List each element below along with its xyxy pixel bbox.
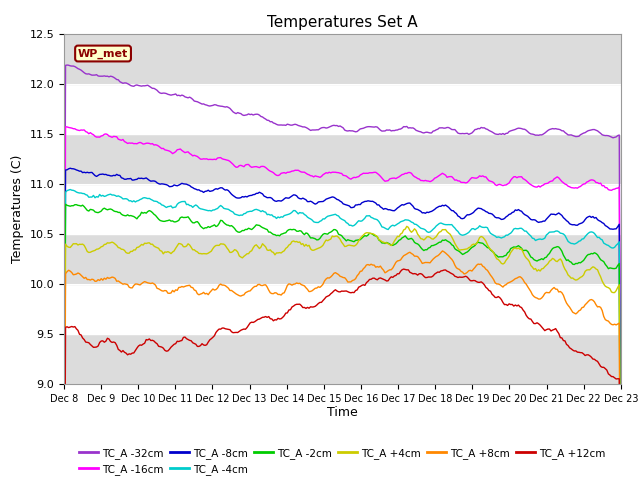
TC_A -8cm	[246, 192, 254, 198]
TC_A -16cm	[61, 124, 69, 130]
Title: Temperatures Set A: Temperatures Set A	[267, 15, 418, 30]
TC_A -8cm	[588, 215, 595, 220]
TC_A -32cm	[588, 127, 595, 133]
Line: TC_A -16cm: TC_A -16cm	[64, 127, 621, 480]
TC_A -4cm	[67, 187, 74, 192]
TC_A +12cm	[244, 323, 252, 328]
TC_A -32cm	[305, 126, 313, 132]
TC_A -16cm	[255, 165, 263, 170]
TC_A +12cm	[303, 304, 311, 310]
Legend: TC_A -32cm, TC_A -16cm, TC_A -8cm, TC_A -4cm, TC_A -2cm, TC_A +4cm, TC_A +8cm, T: TC_A -32cm, TC_A -16cm, TC_A -8cm, TC_A …	[76, 444, 609, 479]
TC_A -2cm	[255, 223, 263, 228]
TC_A +8cm	[129, 285, 136, 291]
TC_A -4cm	[246, 208, 254, 214]
TC_A -32cm	[130, 84, 138, 89]
TC_A +8cm	[303, 287, 311, 292]
Bar	[64, 34, 621, 84]
TC_A +8cm	[588, 297, 595, 302]
TC_A -16cm	[246, 163, 254, 169]
TC_A +8cm	[254, 282, 262, 288]
Line: TC_A -32cm: TC_A -32cm	[64, 65, 621, 480]
TC_A -4cm	[228, 208, 236, 214]
TC_A -2cm	[305, 233, 313, 239]
TC_A +4cm	[129, 249, 136, 254]
Bar	[64, 84, 621, 134]
TC_A +8cm	[438, 248, 446, 254]
TC_A +4cm	[403, 224, 411, 229]
TC_A +12cm	[254, 316, 262, 322]
TC_A -2cm	[61, 201, 69, 207]
TC_A -32cm	[60, 469, 68, 475]
TC_A +12cm	[129, 350, 136, 356]
TC_A +4cm	[303, 243, 311, 249]
Line: TC_A -4cm: TC_A -4cm	[64, 190, 621, 480]
TC_A -8cm	[130, 177, 138, 183]
TC_A -4cm	[130, 198, 138, 204]
Line: TC_A +4cm: TC_A +4cm	[64, 227, 621, 480]
TC_A -32cm	[255, 112, 263, 118]
Y-axis label: Temperatures (C): Temperatures (C)	[11, 155, 24, 263]
TC_A +12cm	[226, 327, 234, 333]
X-axis label: Time: Time	[327, 407, 358, 420]
TC_A -32cm	[246, 112, 254, 118]
TC_A -4cm	[305, 216, 313, 221]
TC_A -4cm	[255, 207, 263, 213]
Bar	[64, 184, 621, 234]
TC_A +8cm	[226, 288, 234, 293]
TC_A +12cm	[400, 266, 408, 272]
Line: TC_A +12cm: TC_A +12cm	[64, 269, 621, 480]
Line: TC_A -8cm: TC_A -8cm	[64, 168, 621, 480]
Bar	[64, 334, 621, 384]
TC_A -8cm	[255, 189, 263, 195]
Line: TC_A -2cm: TC_A -2cm	[64, 204, 621, 480]
Line: TC_A +8cm: TC_A +8cm	[64, 251, 621, 480]
TC_A -2cm	[130, 214, 138, 219]
TC_A -8cm	[305, 199, 313, 204]
TC_A -32cm	[228, 107, 236, 113]
Text: WP_met: WP_met	[78, 48, 128, 59]
Bar	[64, 234, 621, 284]
TC_A -16cm	[228, 160, 236, 166]
TC_A -2cm	[588, 251, 595, 256]
TC_A +4cm	[588, 265, 595, 271]
TC_A -8cm	[67, 165, 74, 171]
TC_A -32cm	[63, 62, 71, 68]
TC_A -16cm	[130, 141, 138, 146]
Bar	[64, 284, 621, 334]
TC_A -16cm	[588, 177, 595, 183]
TC_A +12cm	[588, 354, 595, 360]
Bar	[64, 134, 621, 184]
TC_A -2cm	[246, 226, 254, 232]
TC_A -8cm	[228, 192, 236, 197]
TC_A -2cm	[228, 223, 236, 228]
TC_A +4cm	[244, 251, 252, 256]
TC_A -4cm	[588, 229, 595, 235]
TC_A +4cm	[226, 250, 234, 255]
TC_A +8cm	[244, 288, 252, 294]
TC_A +4cm	[254, 244, 262, 250]
TC_A -16cm	[305, 172, 313, 178]
